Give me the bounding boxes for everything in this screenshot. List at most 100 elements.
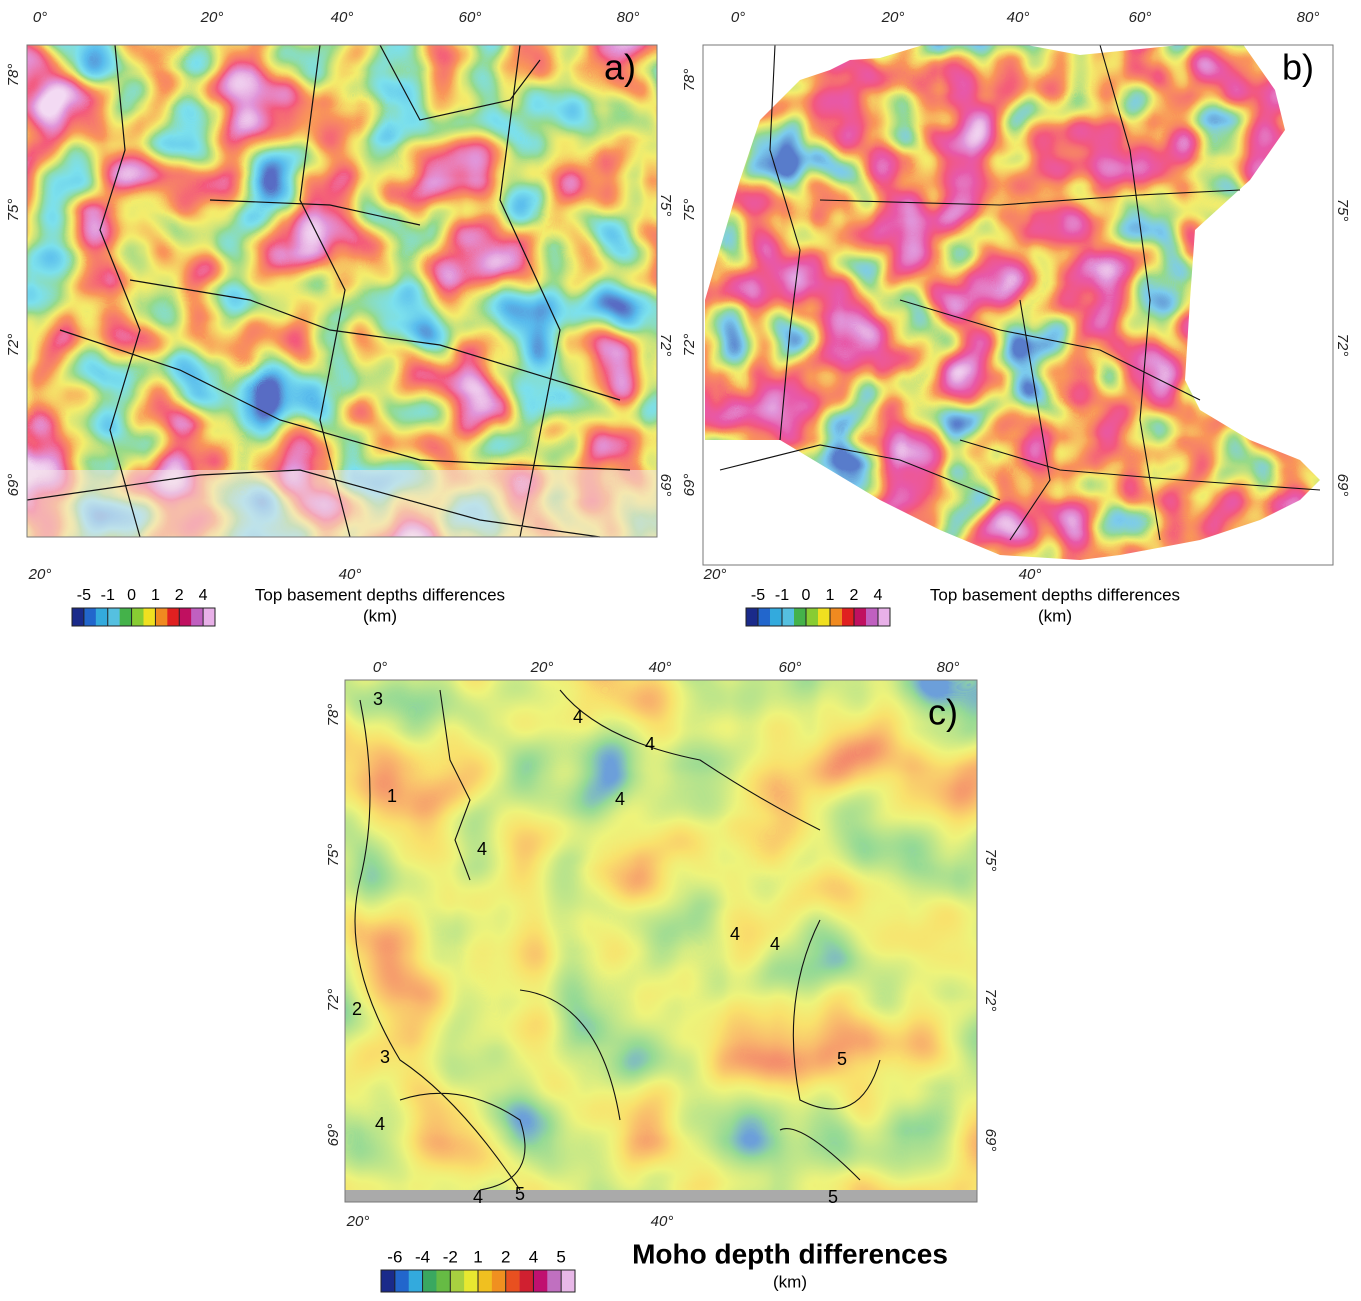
colorbar-unit: (km) bbox=[363, 606, 397, 625]
longitude-label: 80° bbox=[617, 9, 640, 26]
colorbar-tick-label: 2 bbox=[175, 587, 184, 604]
colorbar-swatch bbox=[381, 1270, 395, 1292]
contour-label: 5 bbox=[837, 1049, 847, 1069]
contour-label: 4 bbox=[645, 734, 655, 754]
colorbar-title: Moho depth differences bbox=[632, 1238, 948, 1269]
contour-label: 4 bbox=[473, 1187, 483, 1207]
longitude-label: 20° bbox=[881, 9, 905, 26]
colorbar-swatch bbox=[120, 608, 132, 626]
colorbar-tick-label: 1 bbox=[473, 1247, 482, 1266]
map-b bbox=[703, 45, 1333, 565]
colorbar-tick-label: 4 bbox=[199, 587, 208, 604]
longitude-label: 0° bbox=[731, 9, 745, 26]
colorbar-swatch bbox=[72, 608, 84, 626]
latitude-label: 75° bbox=[5, 199, 22, 222]
latitude-label: 75° bbox=[1334, 199, 1351, 222]
colorbar-swatch bbox=[506, 1270, 520, 1292]
latitude-label: 72° bbox=[1334, 334, 1351, 357]
colorbar-tick-label: -5 bbox=[77, 587, 91, 604]
colorbar-swatch bbox=[144, 608, 156, 626]
longitude-label: 80° bbox=[937, 659, 960, 676]
latitude-label: 69° bbox=[681, 474, 698, 497]
colorbar-swatch bbox=[423, 1270, 437, 1292]
latitude-label: 72° bbox=[5, 334, 22, 357]
colorbar-swatch bbox=[191, 608, 203, 626]
colorbar-tick-label: 0 bbox=[802, 587, 811, 604]
latitude-label: 69° bbox=[1334, 474, 1351, 497]
colorbar-swatch bbox=[167, 608, 179, 626]
longitude-label: 40° bbox=[651, 1213, 674, 1230]
contour-label: 4 bbox=[573, 707, 583, 727]
latitude-label: 72° bbox=[325, 989, 342, 1012]
contour-label: 4 bbox=[375, 1114, 385, 1134]
contour-label: 3 bbox=[373, 689, 383, 709]
longitude-label: 60° bbox=[779, 659, 802, 676]
contour-label: 3 bbox=[380, 1047, 390, 1067]
contour-label: 4 bbox=[770, 934, 780, 954]
colorbar-tick-label: -5 bbox=[751, 587, 765, 604]
contour-label: 5 bbox=[515, 1184, 525, 1204]
longitude-label: 60° bbox=[459, 9, 482, 26]
colorbar-swatch bbox=[203, 608, 215, 626]
longitude-label: 20° bbox=[346, 1213, 370, 1230]
colorbar-swatch bbox=[770, 608, 782, 626]
panel-label: a) bbox=[604, 47, 636, 88]
colorbar-swatch bbox=[395, 1270, 409, 1292]
colorbar-swatch bbox=[561, 1270, 575, 1292]
colorbar-tick-label: -2 bbox=[443, 1247, 458, 1266]
colorbar-swatch bbox=[155, 608, 167, 626]
colorbar-unit: (km) bbox=[1038, 606, 1072, 625]
colorbar-swatch bbox=[108, 608, 120, 626]
colorbar-tick-label: -1 bbox=[101, 587, 115, 604]
colorbar-swatch bbox=[818, 608, 830, 626]
contour-label: 4 bbox=[730, 924, 740, 944]
colorbar-tick-label: 0 bbox=[127, 587, 136, 604]
latitude-label: 72° bbox=[982, 989, 999, 1012]
colorbar-tick-label: 2 bbox=[850, 587, 859, 604]
latitude-label: 72° bbox=[681, 334, 698, 357]
colorbar-tick-label: 5 bbox=[556, 1247, 565, 1266]
colorbar-unit: (km) bbox=[773, 1272, 807, 1291]
longitude-label: 0° bbox=[33, 9, 47, 26]
longitude-label: 20° bbox=[703, 566, 727, 583]
colorbar-swatch bbox=[450, 1270, 464, 1292]
colorbar-swatch bbox=[533, 1270, 547, 1292]
longitude-label: 20° bbox=[28, 566, 52, 583]
colorbar-tick-label: 4 bbox=[874, 587, 883, 604]
colorbar-swatch bbox=[84, 608, 96, 626]
longitude-label: 0° bbox=[373, 659, 387, 676]
colorbar-tick-label: 1 bbox=[151, 587, 160, 604]
contour-label: 4 bbox=[477, 839, 487, 859]
colorbar-tick-label: -4 bbox=[415, 1247, 430, 1266]
colorbar-swatch bbox=[854, 608, 866, 626]
latitude-label: 69° bbox=[982, 1129, 999, 1152]
colorbar-tick-label: -1 bbox=[775, 587, 789, 604]
colorbar-tick-label: 2 bbox=[501, 1247, 510, 1266]
colorbar-swatch bbox=[842, 608, 854, 626]
contour-label: 4 bbox=[615, 789, 625, 809]
latitude-label: 75° bbox=[325, 844, 342, 867]
colorbar-title: Top basement depths differences bbox=[930, 585, 1180, 604]
map-c bbox=[345, 680, 977, 1202]
colorbar-swatch bbox=[547, 1270, 561, 1292]
longitude-label: 60° bbox=[1129, 9, 1152, 26]
longitude-label: 40° bbox=[1019, 566, 1042, 583]
colorbar-swatch bbox=[132, 608, 144, 626]
colorbar-swatch bbox=[96, 608, 108, 626]
panel-label: b) bbox=[1282, 47, 1314, 88]
colorbar-swatch bbox=[878, 608, 890, 626]
longitude-label: 20° bbox=[200, 9, 224, 26]
longitude-label: 40° bbox=[1007, 9, 1030, 26]
colorbar-swatch bbox=[520, 1270, 534, 1292]
colorbar-swatch bbox=[794, 608, 806, 626]
colorbar-swatch bbox=[436, 1270, 450, 1292]
colorbar-swatch bbox=[866, 608, 878, 626]
colorbar-tick-label: -6 bbox=[387, 1247, 402, 1266]
colorbar-tick-label: 4 bbox=[529, 1247, 538, 1266]
longitude-label: 40° bbox=[339, 566, 362, 583]
contour-label: 1 bbox=[387, 786, 397, 806]
longitude-label: 20° bbox=[530, 659, 554, 676]
colorbar-title: Top basement depths differences bbox=[255, 585, 505, 604]
colorbar-swatch bbox=[478, 1270, 492, 1292]
latitude-label: 69° bbox=[5, 474, 22, 497]
